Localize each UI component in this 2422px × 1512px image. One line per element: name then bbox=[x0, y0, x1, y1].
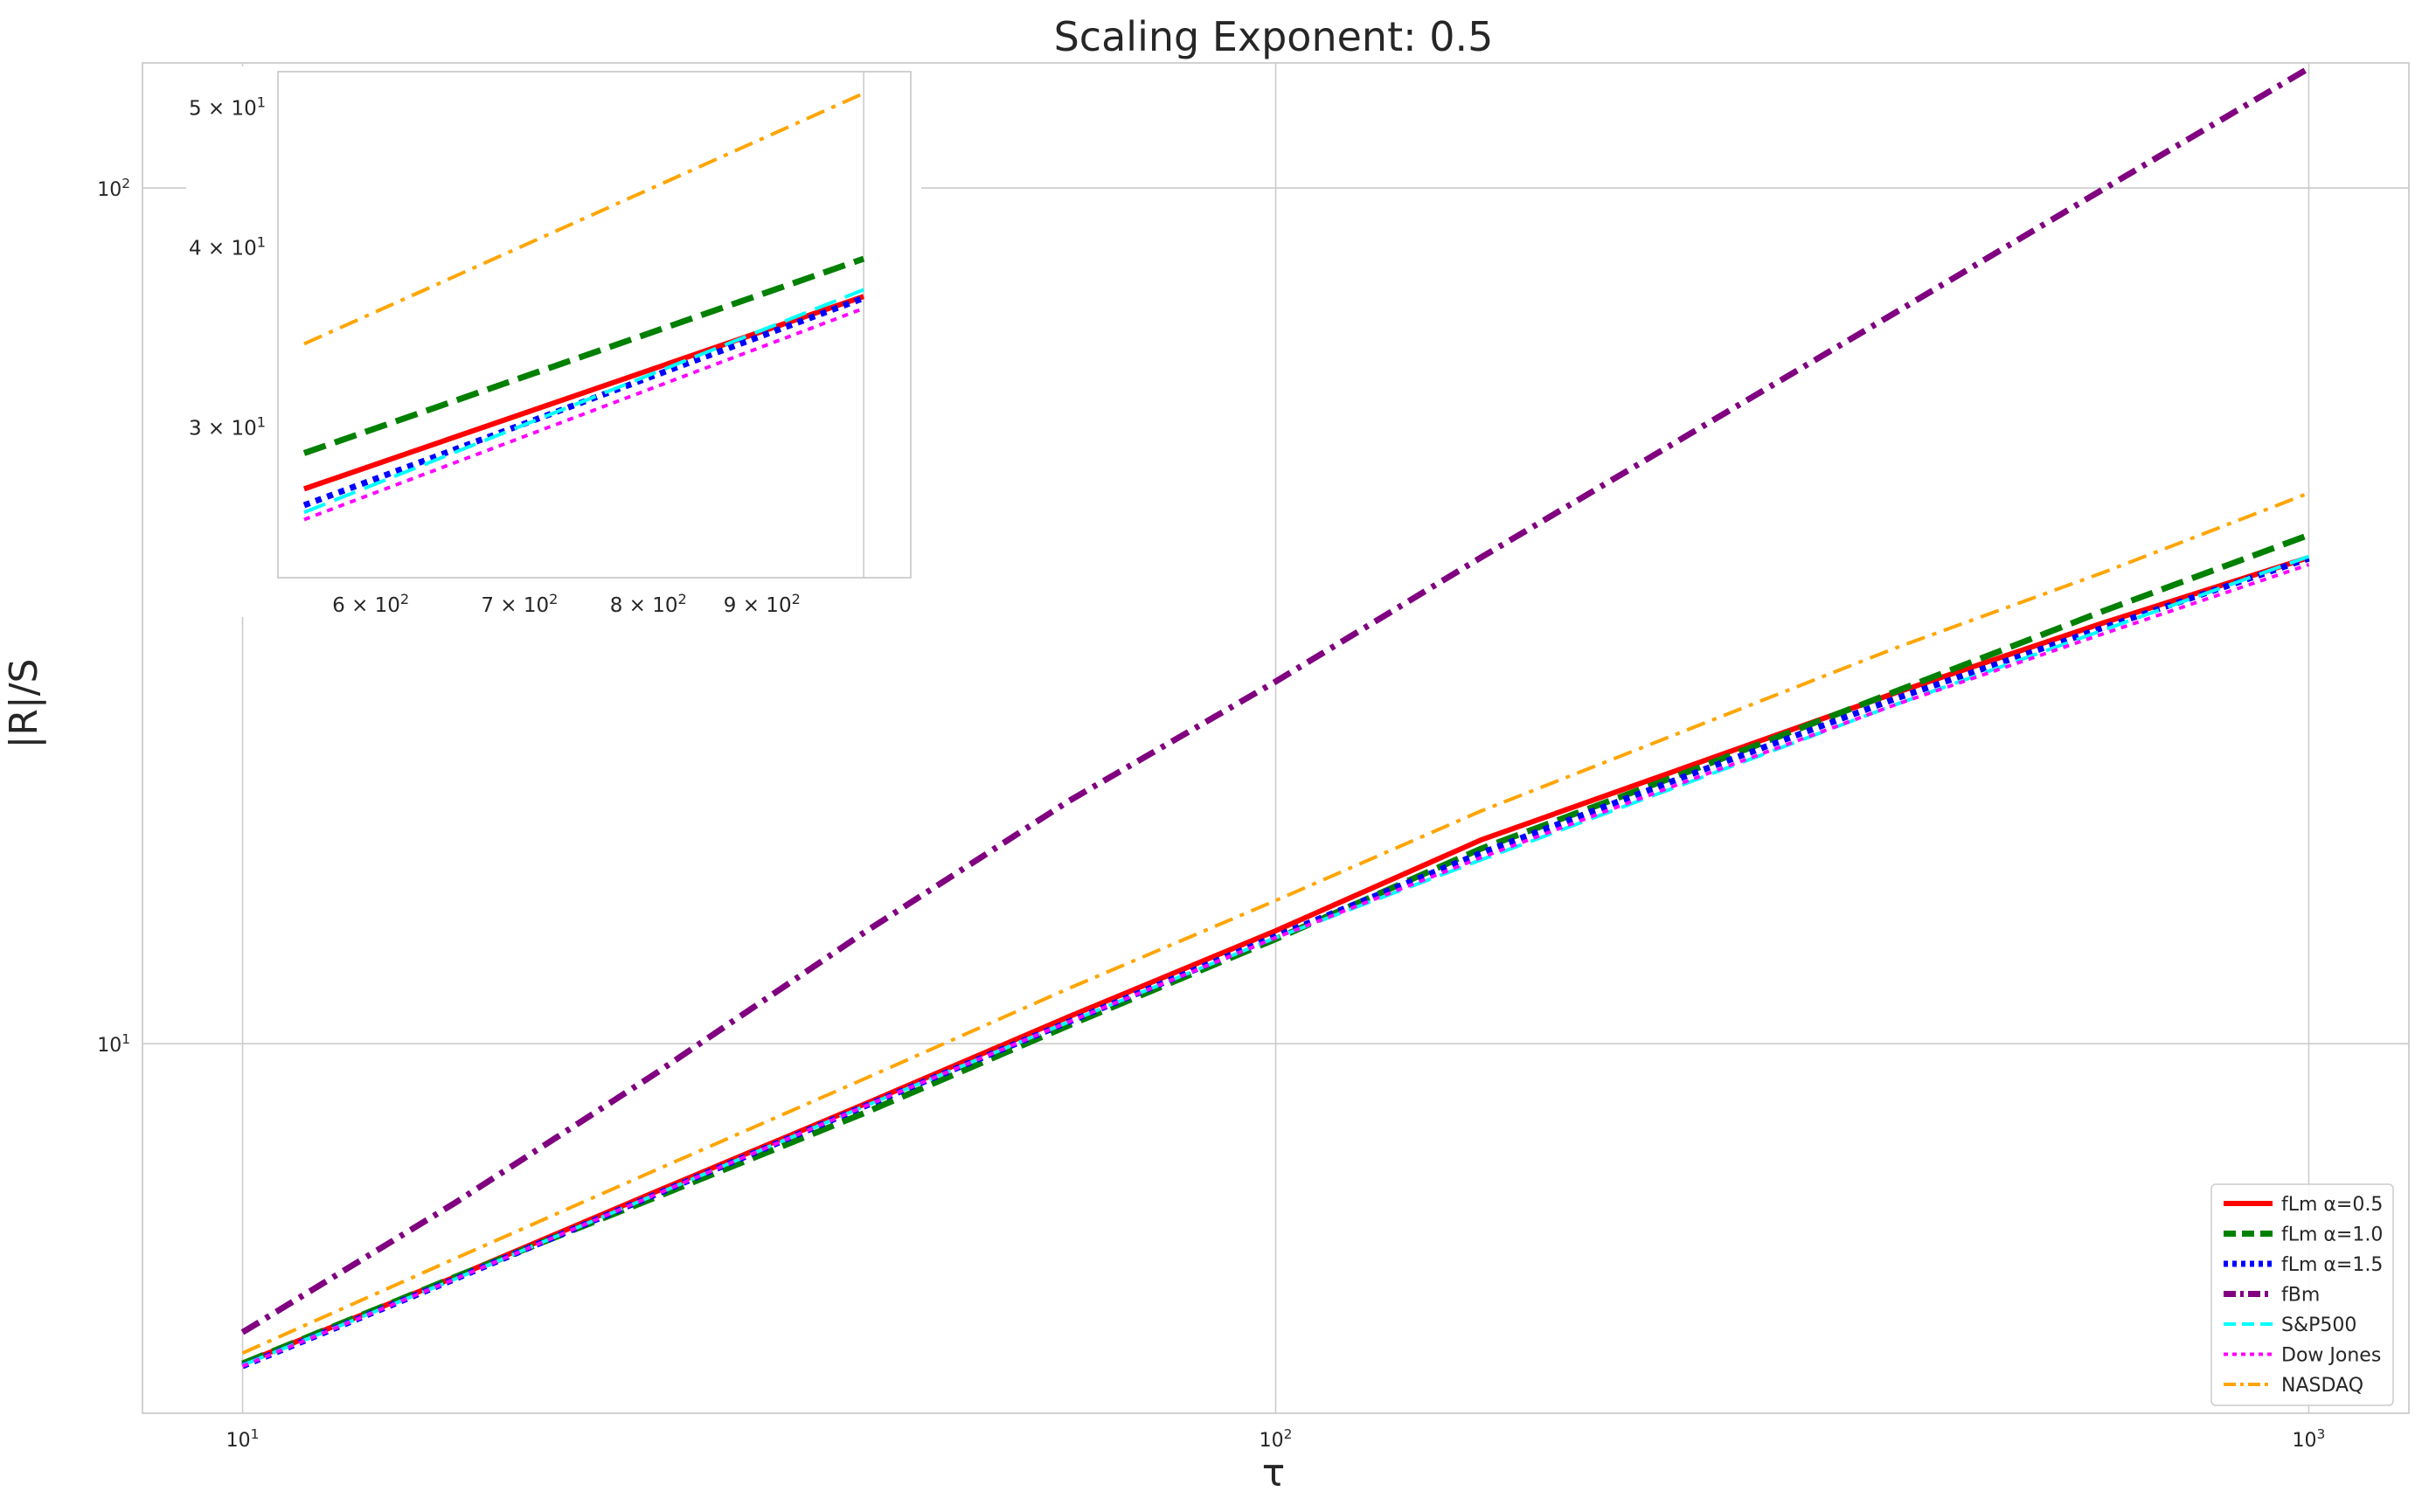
legend-box bbox=[2210, 1183, 2394, 1406]
y-tick-label: 101 bbox=[97, 1031, 130, 1057]
x-tick-label: 102 bbox=[1260, 1426, 1293, 1452]
series-line bbox=[241, 555, 2310, 1366]
inset-series-line bbox=[303, 91, 864, 346]
chart-title: Scaling Exponent: 0.5 bbox=[1054, 13, 1494, 60]
y-axis-label: |R|/S bbox=[2, 659, 46, 749]
tick-labels: 101 102 103 101 102 bbox=[97, 176, 2325, 1452]
inset-y-tick-label: 4 × 101 bbox=[189, 233, 266, 260]
legend: fLm α=0.5 fLm α=1.0 fLm α=1.5 fBm S&P500 Dow … bbox=[2210, 1183, 2394, 1406]
plot-frame bbox=[142, 62, 2410, 1414]
series-line bbox=[241, 563, 2310, 1368]
inset-x-tick-label: 6 × 102 bbox=[332, 591, 409, 617]
inset-y-tick-label: 3 × 101 bbox=[189, 413, 266, 440]
inset-background bbox=[186, 66, 921, 617]
legend-label: Dow Jones bbox=[2281, 1345, 2381, 1367]
inset-series-line bbox=[303, 306, 864, 522]
legend-label: fLm α=1.5 bbox=[2281, 1254, 2383, 1276]
legend-label: fLm α=1.0 bbox=[2281, 1224, 2383, 1246]
legend-label: fBm bbox=[2281, 1285, 2320, 1307]
x-tick-label: 101 bbox=[226, 1426, 260, 1452]
series-line bbox=[240, 66, 2311, 1335]
legend-label: NASDAQ bbox=[2281, 1375, 2363, 1397]
inset-x-tick-label: 7 × 102 bbox=[481, 591, 558, 617]
inset-plot: 6 × 102 7 × 102 8 × 102 9 × 102 3 × 101 4 × 1… bbox=[186, 66, 921, 617]
inset-series-line bbox=[303, 288, 864, 515]
legend-label: fLm α=0.5 bbox=[2281, 1194, 2383, 1216]
legend-label: S&P500 bbox=[2281, 1314, 2356, 1336]
inset-series-line bbox=[302, 255, 865, 456]
y-tick-label: 102 bbox=[97, 176, 130, 201]
x-axis-label: τ bbox=[1262, 1451, 1286, 1495]
series-lines bbox=[240, 66, 2311, 1370]
inset-frame bbox=[277, 71, 912, 579]
inset-x-tick-label: 9 × 102 bbox=[724, 591, 801, 617]
inset-y-tick-label: 5 × 101 bbox=[189, 94, 266, 121]
inset-x-tick-label: 8 × 102 bbox=[610, 591, 687, 617]
x-tick-label: 103 bbox=[2293, 1426, 2326, 1452]
